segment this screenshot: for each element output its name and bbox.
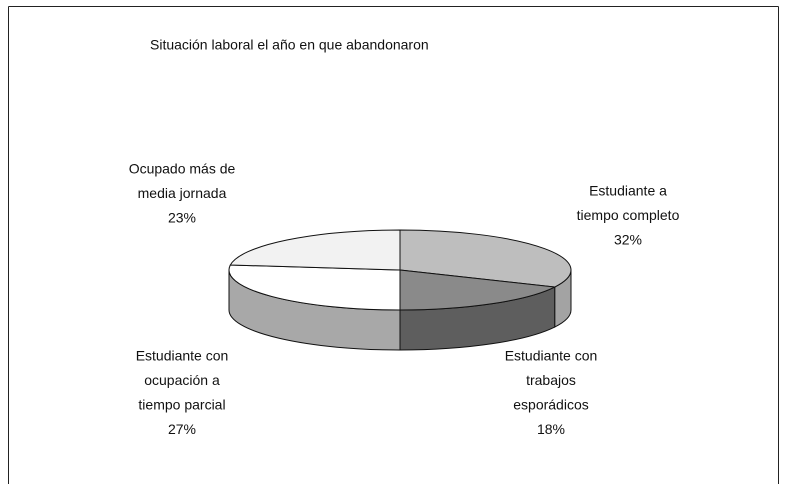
slice-top <box>399 269 557 311</box>
slice-label: esporádicos <box>513 397 589 413</box>
slice-value-label: 27% <box>168 421 196 437</box>
slice-label: ocupación a <box>144 372 220 388</box>
slice-label: Estudiante con <box>136 348 229 364</box>
slice-value-label: 32% <box>614 232 642 248</box>
slice-label: tiempo parcial <box>138 397 225 413</box>
slice-top <box>399 229 572 288</box>
slice-label: Estudiante con <box>505 348 598 364</box>
chart-title: Situación laboral el año en que abandona… <box>150 37 429 53</box>
slice-label: Ocupado más de <box>129 161 236 177</box>
slice-value-label: 18% <box>537 421 565 437</box>
slice-label: media jornada <box>138 185 227 201</box>
slice-top <box>228 264 401 311</box>
slice-label: trabajos <box>526 372 576 388</box>
slice-value-label: 23% <box>168 210 196 226</box>
slice-top <box>229 229 401 271</box>
slice-label: Estudiante a <box>589 183 667 199</box>
slice-label: tiempo completo <box>577 207 680 223</box>
